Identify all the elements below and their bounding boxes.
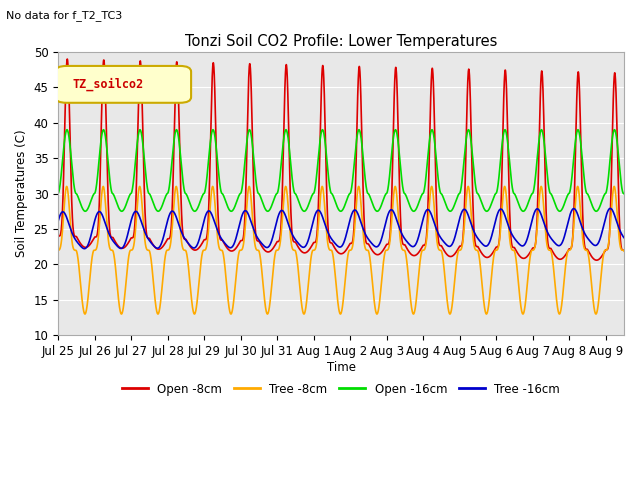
X-axis label: Time: Time: [326, 361, 355, 374]
FancyBboxPatch shape: [55, 66, 191, 103]
Title: Tonzi Soil CO2 Profile: Lower Temperatures: Tonzi Soil CO2 Profile: Lower Temperatur…: [185, 34, 497, 49]
Text: TZ_soilco2: TZ_soilco2: [72, 78, 143, 91]
Y-axis label: Soil Temperatures (C): Soil Temperatures (C): [15, 130, 28, 257]
Text: No data for f_T2_TC3: No data for f_T2_TC3: [6, 10, 123, 21]
Legend: Open -8cm, Tree -8cm, Open -16cm, Tree -16cm: Open -8cm, Tree -8cm, Open -16cm, Tree -…: [117, 378, 565, 400]
